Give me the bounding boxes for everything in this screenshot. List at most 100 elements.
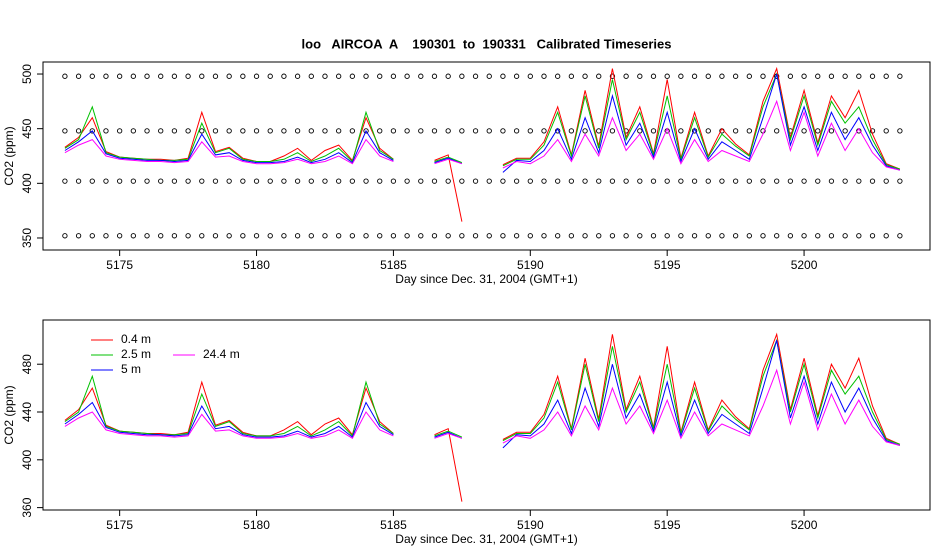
reference-point [267, 73, 273, 79]
reference-point [103, 73, 109, 79]
reference-point [144, 233, 150, 239]
reference-point [308, 128, 314, 134]
reference-point [130, 233, 136, 239]
reference-point [705, 233, 711, 239]
reference-point [856, 73, 862, 79]
reference-point [637, 128, 643, 134]
reference-point [513, 178, 520, 184]
reference-point [623, 233, 629, 239]
reference-point [308, 178, 314, 184]
reference-point [199, 178, 205, 184]
reference-point [431, 73, 438, 79]
reference-point [801, 73, 807, 79]
reference-point [130, 178, 136, 184]
reference-point [308, 73, 314, 79]
reference-point [787, 178, 794, 184]
reference-point [527, 178, 533, 184]
x-tick-label: 5190 [517, 518, 544, 532]
reference-point [349, 233, 356, 239]
reference-point [732, 233, 739, 239]
reference-point [62, 128, 68, 134]
reference-point [650, 178, 657, 184]
reference-point [144, 178, 150, 184]
reference-point [678, 178, 684, 184]
reference-point [336, 73, 342, 79]
reference-point [787, 73, 794, 79]
reference-point [815, 128, 821, 134]
reference-point [445, 73, 451, 79]
reference-point [897, 233, 903, 239]
reference-point [486, 128, 492, 134]
reference-point [240, 73, 246, 79]
reference-point [75, 233, 82, 239]
reference-point [678, 128, 684, 134]
reference-point [158, 73, 164, 79]
reference-point [267, 128, 273, 134]
reference-point [89, 128, 95, 134]
reference-point [472, 178, 479, 184]
y-tick-label: 350 [20, 228, 34, 248]
reference-point [75, 178, 82, 184]
reference-point [664, 73, 670, 79]
reference-point [445, 178, 451, 184]
reference-point [650, 128, 657, 134]
reference-point [390, 128, 397, 134]
reference-point [158, 128, 164, 134]
reference-point [89, 233, 95, 239]
reference-point [500, 73, 506, 79]
reference-point [212, 128, 219, 134]
reference-point [582, 128, 588, 134]
reference-point [240, 178, 246, 184]
reference-point [500, 178, 506, 184]
reference-point [404, 233, 410, 239]
reference-point [349, 178, 356, 184]
reference-point [801, 128, 807, 134]
reference-point [103, 178, 109, 184]
reference-point [349, 73, 356, 79]
x-axis-label: Day since Dec. 31, 2004 (GMT+1) [395, 532, 577, 546]
reference-point [294, 233, 301, 239]
reference-point [281, 233, 287, 239]
y-tick-label: 400 [20, 449, 34, 469]
reference-point [500, 233, 506, 239]
y-tick-label: 450 [20, 118, 34, 138]
reference-point [609, 73, 616, 79]
reference-point [322, 73, 328, 79]
series-line [64, 99, 901, 171]
reference-point [75, 128, 82, 134]
reference-point [691, 178, 698, 184]
reference-point [459, 73, 465, 79]
reference-point [62, 178, 68, 184]
reference-point [281, 128, 287, 134]
reference-point [787, 233, 794, 239]
reference-point [294, 73, 301, 79]
reference-point [267, 178, 273, 184]
reference-point [144, 128, 150, 134]
plot-frame [42, 61, 931, 251]
reference-point [637, 73, 643, 79]
reference-point [842, 233, 848, 239]
reference-point [842, 128, 848, 134]
series-line [64, 66, 901, 222]
reference-point [842, 73, 848, 79]
reference-point [199, 73, 205, 79]
reference-point [623, 178, 629, 184]
reference-point [117, 178, 123, 184]
reference-point [336, 233, 342, 239]
reference-point [883, 233, 889, 239]
reference-point [486, 233, 492, 239]
reference-point [253, 128, 260, 134]
reference-point [596, 178, 602, 184]
series-line [64, 73, 901, 173]
reference-point [705, 73, 711, 79]
reference-point [226, 128, 232, 134]
reference-point [732, 128, 739, 134]
reference-point [746, 73, 752, 79]
reference-point [363, 128, 369, 134]
reference-point [212, 233, 219, 239]
reference-point [158, 233, 164, 239]
reference-point [158, 178, 164, 184]
reference-point [691, 73, 698, 79]
reference-point [363, 73, 369, 79]
